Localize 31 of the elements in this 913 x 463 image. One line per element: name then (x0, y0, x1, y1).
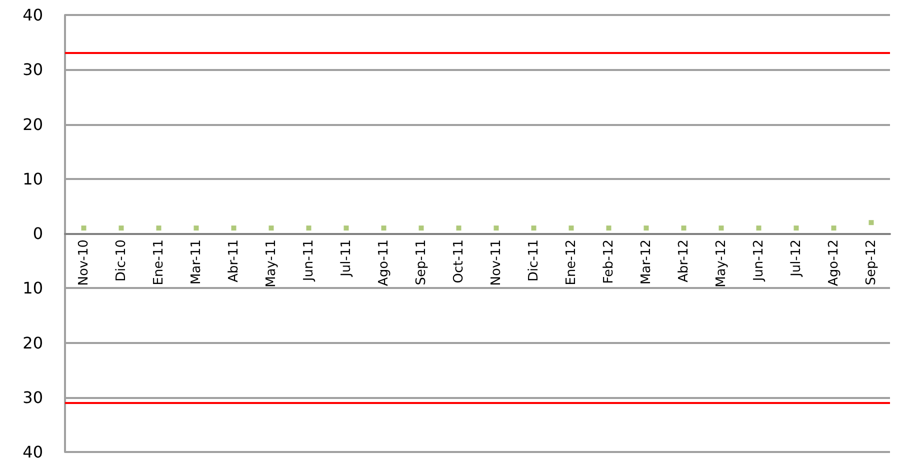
x-tick-label: Jul-12 (788, 240, 804, 278)
x-tick-label: Oct-11 (451, 240, 466, 284)
y-tick-label: 30 (22, 388, 43, 407)
y-tick-label: 10 (22, 278, 43, 298)
y-tick-label: 0 (32, 224, 43, 243)
x-tick-label: Dic-10 (114, 240, 129, 282)
x-tick-label: Sep-11 (414, 240, 429, 286)
x-tick-label: Feb-12 (601, 240, 616, 284)
x-tick-label: Ene-12 (564, 240, 579, 286)
y-tick-label: 10 (22, 169, 43, 188)
x-tick-label: May-12 (714, 240, 729, 288)
x-tick-label: Dic-11 (526, 240, 542, 282)
x-tick-label: Mar-12 (638, 240, 654, 284)
x-tick-label: Abr-11 (226, 240, 242, 282)
y-tick-label: 40 (22, 442, 43, 462)
x-tick-label: Abr-12 (676, 240, 692, 282)
x-tick-label: Ago-11 (376, 240, 392, 286)
y-tick-label: 20 (22, 114, 43, 134)
x-tick-label: Ago-12 (826, 240, 842, 286)
x-tick-label: Nov-10 (76, 240, 92, 286)
x-tick-label: Sep-12 (864, 240, 879, 286)
x-tick-label: Nov-11 (488, 240, 504, 286)
x-tick-label: May-11 (264, 240, 279, 288)
y-tick-label: 20 (22, 333, 43, 352)
x-tick-label: Ene-11 (151, 240, 166, 286)
y-tick-label: 30 (22, 60, 43, 80)
x-tick-label: Jun-11 (301, 240, 316, 282)
x-tick-label: Jun-12 (751, 240, 766, 282)
x-tick-label: Mar-11 (188, 240, 204, 284)
y-tick-label: 40 (22, 6, 43, 24)
x-tick-label: Jul-11 (338, 240, 354, 278)
